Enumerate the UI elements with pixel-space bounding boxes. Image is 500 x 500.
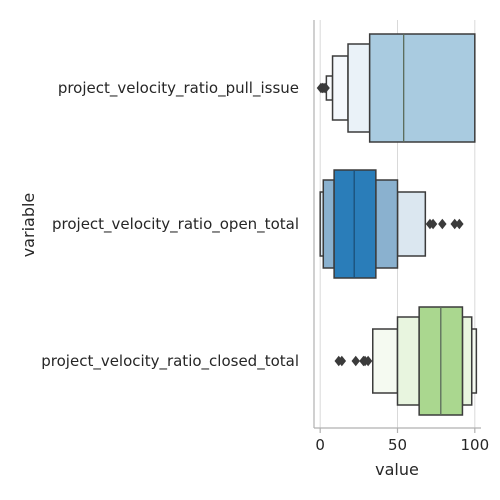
y-axis-label: variable	[19, 193, 38, 258]
x-tick-label: 100	[460, 436, 489, 454]
outlier-markers	[316, 82, 464, 367]
boxen-series	[319, 33, 478, 416]
boxen-project_velocity_ratio_open_total	[319, 169, 427, 279]
x-tick-label: 50	[388, 436, 407, 454]
boxen-project_velocity_ratio_closed_total	[372, 306, 478, 416]
y-category-label: project_velocity_ratio_open_total	[52, 215, 299, 234]
y-category-label: project_velocity_ratio_closed_total	[41, 352, 299, 371]
outlier-diamond	[363, 355, 373, 367]
boxen-level	[396, 191, 427, 257]
x-tick-labels: 0 50 100	[315, 428, 489, 454]
outlier-diamond	[337, 355, 347, 367]
boxen-project_velocity_ratio_pull_issue	[325, 33, 476, 143]
boxen-level	[375, 179, 399, 269]
boxen-level	[331, 55, 349, 121]
outlier-diamond	[321, 82, 330, 94]
y-category-label: project_velocity_ratio_pull_issue	[58, 79, 299, 98]
boxen-level	[372, 328, 399, 394]
boxen-level	[333, 169, 377, 279]
y-category-labels: project_velocity_ratio_pull_issueproject…	[41, 79, 299, 371]
outlier-diamond	[438, 218, 447, 230]
outlier-diamond	[351, 355, 360, 367]
boxen-level	[461, 316, 473, 406]
outlier-diamond	[455, 218, 464, 230]
x-tick-label: 0	[315, 436, 325, 454]
boxen-level	[347, 43, 371, 133]
boxen-level	[322, 179, 335, 269]
boxen-level	[368, 33, 476, 143]
x-axis-label: value	[375, 460, 419, 479]
outlier-diamond	[428, 218, 438, 230]
boxen-level	[396, 316, 420, 406]
